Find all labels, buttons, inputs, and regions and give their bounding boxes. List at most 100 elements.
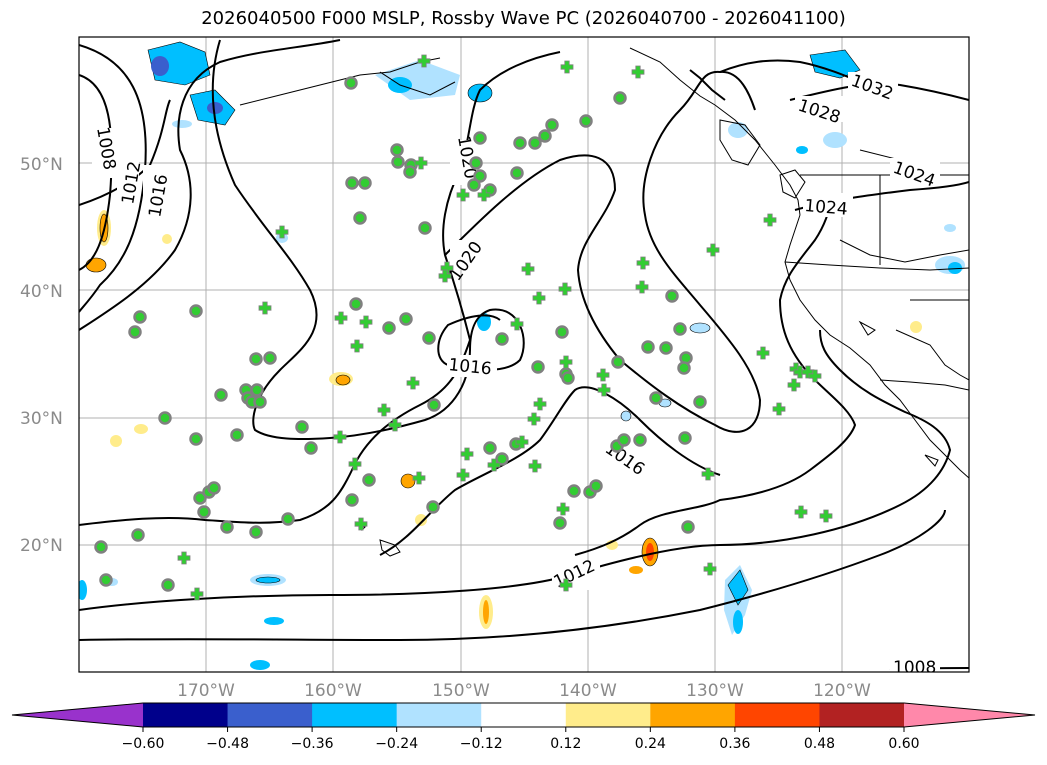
lon-label: 140°W (559, 681, 617, 701)
track-circle-marker (249, 352, 263, 366)
track-circle-marker (207, 481, 221, 495)
track-circle-marker (230, 428, 244, 442)
track-cross-marker (532, 291, 546, 305)
track-cross-marker (706, 243, 720, 257)
track-circle-marker (589, 479, 603, 493)
map-frame (78, 36, 970, 673)
track-circle-marker (641, 340, 655, 354)
track-circle-marker (473, 131, 487, 145)
track-cross-marker (417, 54, 431, 68)
graticule (79, 37, 969, 672)
track-cross-marker (527, 412, 541, 426)
track-cross-marker (275, 225, 289, 239)
isobar-label: 1024 (804, 196, 849, 220)
track-circle-marker (513, 136, 527, 150)
colorbar-tick-label: 0.12 (550, 736, 581, 752)
track-cross-marker (460, 447, 474, 461)
track-cross-marker (631, 65, 645, 79)
track-circle-marker (613, 91, 627, 105)
track-cross-marker (808, 369, 822, 383)
track-circle-marker (158, 411, 172, 425)
track-circle-marker (263, 351, 277, 365)
track-circle-marker (553, 516, 567, 530)
track-cross-marker (794, 505, 808, 519)
longitude-labels: 170°W 160°W 150°W 140°W 130°W 120°W (177, 681, 871, 701)
colorbar: −0.60 −0.48 −0.36 −0.24 −0.12 0.12 0.24 0.36 0.4… (11, 702, 1036, 752)
lon-label: 120°W (813, 681, 871, 701)
track-circle-marker (353, 211, 367, 225)
track-circle-marker (362, 473, 376, 487)
track-cross-marker (763, 213, 777, 227)
track-circle-marker (483, 441, 497, 455)
track-circle-marker (345, 493, 359, 507)
track-cross-marker (359, 315, 373, 329)
track-cross-marker (456, 188, 470, 202)
colorbar-swatch (650, 703, 736, 727)
anomaly-shading (79, 41, 965, 670)
track-circle-marker (253, 395, 267, 409)
track-cross-marker (533, 397, 547, 411)
track-cross-marker (703, 562, 717, 576)
track-circle-marker (349, 297, 363, 311)
track-circle-marker (391, 155, 405, 169)
track-circle-marker (426, 500, 440, 514)
track-circle-marker (693, 395, 707, 409)
track-cross-marker (635, 280, 649, 294)
track-cross-marker (177, 551, 191, 565)
track-circle-marker (161, 578, 175, 592)
track-cross-marker (438, 269, 452, 283)
latitude-labels: 50°N 40°N 30°N 20°N (20, 155, 63, 556)
track-cross-marker (456, 468, 470, 482)
track-circle-marker (677, 361, 691, 375)
track-cross-marker (559, 355, 573, 369)
track-circle-marker (189, 304, 203, 318)
track-circle-marker (220, 520, 234, 534)
lat-label: 30°N (20, 409, 63, 429)
lon-label: 130°W (686, 681, 744, 701)
track-cross-marker (406, 376, 420, 390)
track-cross-marker (636, 256, 650, 270)
track-circle-marker (304, 441, 318, 455)
track-cross-marker (819, 509, 833, 523)
track-circle-marker (531, 360, 545, 374)
track-circle-marker (427, 398, 441, 412)
lon-label: 150°W (432, 681, 490, 701)
lon-label: 170°W (177, 681, 235, 701)
colorbar-swatch (227, 703, 313, 727)
track-cross-marker (333, 430, 347, 444)
track-circle-marker (659, 341, 673, 355)
track-circle-marker (611, 355, 625, 369)
colorbar-tick-label: −0.36 (291, 736, 334, 752)
track-cross-marker (772, 402, 786, 416)
track-cross-marker (558, 282, 572, 296)
track-circle-marker (528, 136, 542, 150)
colorbar-swatch (143, 703, 229, 727)
track-circle-marker (403, 165, 417, 179)
track-circle-marker (281, 512, 295, 526)
colorbar-swatch (396, 703, 482, 727)
track-circle-marker (673, 322, 687, 336)
track-markers (94, 54, 833, 601)
track-cross-marker (597, 383, 611, 397)
lat-label: 40°N (20, 282, 63, 302)
track-circle-marker (469, 156, 483, 170)
colorbar-tick-label: 0.48 (804, 736, 835, 752)
track-cross-marker (377, 403, 391, 417)
track-circle-marker (422, 331, 436, 345)
track-cross-marker (596, 368, 610, 382)
track-cross-marker (528, 459, 542, 473)
track-circle-marker (579, 114, 593, 128)
track-circle-marker (678, 431, 692, 445)
track-cross-marker (556, 502, 570, 516)
track-circle-marker (561, 371, 575, 385)
track-circle-marker (510, 166, 524, 180)
track-circle-marker (94, 540, 108, 554)
track-cross-marker (350, 339, 364, 353)
track-circle-marker (617, 433, 631, 447)
track-cross-marker (560, 60, 574, 74)
track-circle-marker (250, 383, 264, 397)
isobar-label: 1008 (893, 658, 936, 678)
track-circle-marker (555, 325, 569, 339)
colorbar-tick-label: 0.24 (635, 736, 666, 752)
track-circle-marker (133, 310, 147, 324)
